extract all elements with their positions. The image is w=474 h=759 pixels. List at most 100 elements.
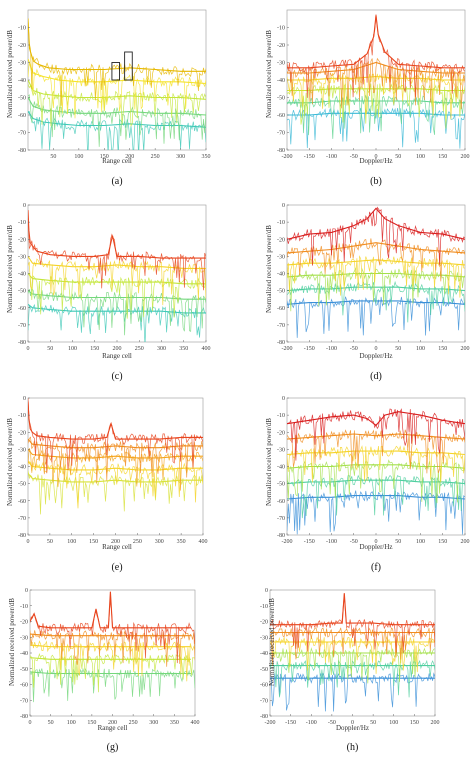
x-tick-label: 0	[27, 539, 30, 545]
y-tick-label: -40	[260, 651, 268, 657]
x-tick-label: 250	[135, 346, 144, 352]
series-noise-3	[287, 255, 465, 298]
x-tick-label: 100	[68, 346, 77, 352]
series-line-3	[287, 450, 465, 456]
x-tick-label: -200	[282, 154, 293, 160]
x-tick-label: 150	[87, 720, 96, 726]
y-tick-label: -20	[277, 430, 285, 436]
x-tick-label: 100	[67, 539, 76, 545]
y-tick-label: -20	[277, 237, 285, 243]
x-tick-label: -200	[282, 346, 293, 352]
y-tick-label: -30	[18, 254, 26, 260]
y-axis-label: Normalized received power/dB	[6, 418, 14, 506]
y-tick-label: -30	[277, 254, 285, 260]
x-tick-label: 300	[155, 539, 164, 545]
x-tick-label: 50	[47, 539, 53, 545]
y-tick-label: -60	[18, 499, 26, 505]
x-tick-label: 350	[179, 346, 188, 352]
x-tick-label: 50	[395, 539, 401, 545]
series-line-4	[28, 401, 203, 440]
x-tick-label: 150	[89, 539, 98, 545]
x-tick-label: 200	[461, 346, 470, 352]
x-tick-label: -50	[350, 539, 358, 545]
x-axis-label: Range cell	[102, 543, 132, 551]
series-noise-4	[28, 18, 206, 106]
series-line-1	[287, 286, 465, 292]
series-line-0	[28, 473, 203, 483]
x-tick-label: 300	[176, 154, 185, 160]
x-tick-label: 100	[416, 539, 425, 545]
x-tick-label: 200	[461, 539, 470, 545]
y-tick-label: -20	[260, 620, 268, 626]
x-tick-label: 150	[438, 539, 447, 545]
y-tick-label: -40	[277, 78, 285, 84]
y-axis-label: Normalized received power/dB	[265, 30, 273, 118]
panel-label-h: (h)	[346, 742, 359, 753]
series-noise-4	[287, 238, 465, 282]
y-axis-label: Normalized received power/dB	[6, 225, 14, 313]
chart-svg-e: 0 50 100 150 200 250 300 350 400 0 -10 -20 -30 -40 -50…	[18, 396, 208, 545]
x-tick-label: 200	[125, 154, 134, 160]
y-tick-label: -20	[18, 43, 26, 49]
y-tick-label: -80	[260, 714, 268, 720]
x-tick-label: 100	[67, 720, 76, 726]
y-tick-label: -70	[277, 131, 285, 137]
y-tick-label: -30	[277, 447, 285, 453]
series-line-1	[28, 97, 206, 116]
y-tick-label: -20	[18, 430, 26, 436]
series-noise-1	[287, 280, 465, 323]
y-axis-label: Normalized received power/dB	[8, 598, 16, 686]
x-tick-label: 350	[202, 154, 211, 160]
y-tick-label: -60	[18, 306, 26, 312]
y-tick-label: -20	[18, 237, 26, 243]
x-tick-label: 0	[375, 154, 378, 160]
y-tick-label: -70	[260, 698, 268, 704]
y-tick-label: -50	[277, 289, 285, 295]
chart-panel-d: -200 -150 -100 -50 0 50 100 150 200 0 -10 -20 -30 -40…	[237, 195, 474, 385]
x-tick-label: 0	[29, 720, 32, 726]
x-tick-label: 50	[48, 720, 54, 726]
y-tick-label: -40	[18, 272, 26, 278]
x-tick-label: 350	[177, 539, 186, 545]
y-axis-label: Normalized received power/dB	[265, 418, 273, 506]
x-axis-label: Doppler/Hz	[359, 157, 393, 165]
x-tick-label: 400	[191, 720, 200, 726]
series-line-0	[28, 303, 206, 314]
chart-panel-f: -200 -150 -100 -50 0 50 100 150 200 0 -10 -20 -30 -40…	[237, 388, 474, 578]
chart-svg-c: 0 50 100 150 200 250 300 350 400 0 -10 -20 -30 -40 -50…	[18, 203, 211, 352]
series-line-2	[28, 79, 206, 100]
y-tick-label: -50	[260, 667, 268, 673]
panel-label-a: (a)	[111, 176, 123, 187]
y-tick-label: -80	[277, 533, 285, 539]
chart-svg-h: -200 -150 -100 -50 0 50 100 150 200 0 -10 -20 -30 -40…	[260, 588, 440, 726]
highlight-box-1	[124, 51, 133, 81]
x-tick-label: -200	[265, 720, 276, 726]
y-tick-label: -10	[20, 604, 28, 610]
panel-label-b: (b)	[370, 176, 382, 187]
x-tick-label: 300	[157, 346, 166, 352]
series-noise-1	[28, 288, 206, 336]
y-tick-label: -40	[277, 465, 285, 471]
series-noise-1	[270, 659, 435, 698]
x-axis-label: Doppler/Hz	[359, 352, 393, 360]
x-tick-label: -150	[304, 539, 315, 545]
chart-panel-h: -200 -150 -100 -50 0 50 100 150 200 0 -10 -20 -30 -40…	[237, 580, 474, 759]
panel-label-c: (c)	[111, 371, 123, 382]
y-tick-label: -30	[277, 61, 285, 67]
x-tick-label: -150	[285, 720, 296, 726]
series-line-3	[287, 75, 465, 81]
y-tick-label: 0	[23, 396, 26, 402]
series-line-0	[28, 111, 206, 128]
y-tick-label: -70	[277, 323, 285, 329]
y-tick-label: 0	[282, 396, 285, 402]
x-tick-label: -50	[350, 154, 358, 160]
series-line-5	[287, 411, 465, 427]
x-tick-label: 250	[151, 154, 160, 160]
y-tick-label: -50	[18, 482, 26, 488]
y-tick-label: -50	[18, 96, 26, 102]
y-tick-label: -40	[18, 465, 26, 471]
series-line-4	[287, 61, 465, 74]
y-tick-label: -80	[277, 148, 285, 154]
y-axis-label: Normalized received power/dB	[265, 225, 273, 313]
chart-svg-f: -200 -150 -100 -50 0 50 100 150 200 0 -10 -20 -30 -40…	[277, 396, 470, 545]
